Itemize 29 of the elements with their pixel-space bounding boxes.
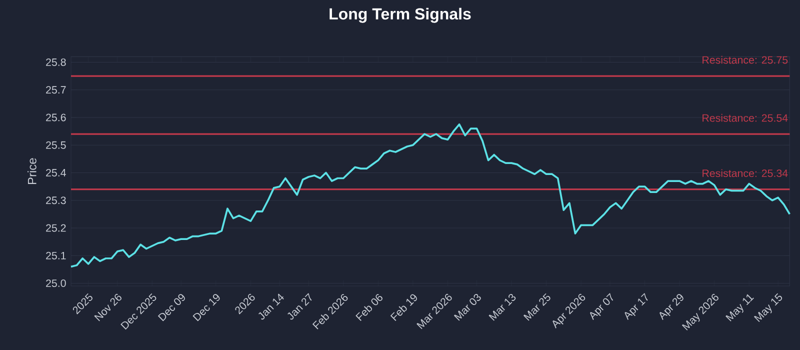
x-tick-label: Dec 09 — [158, 294, 185, 322]
y-tick-label: 25.5 — [46, 141, 66, 149]
y-tick-label: 25.3 — [46, 196, 66, 204]
ref-line-label: Resistance: 25.75 — [702, 56, 788, 64]
x-tick-label: Jan 27 — [288, 293, 312, 320]
y-tick-label: 25.0 — [46, 279, 66, 288]
x-tick-label: Apr 07 — [590, 293, 614, 320]
x-tick-label: May 15 — [754, 293, 782, 322]
x-tick-label: Mar 25 — [523, 293, 550, 321]
x-tick-label: Mar 03 — [454, 294, 481, 321]
x-tick-label: Mar 13 — [488, 294, 516, 321]
x-tick-label: May 11 — [726, 294, 754, 322]
x-tick-label: Jan 14 — [258, 294, 284, 320]
x-tick-label: Nov 26 — [94, 294, 122, 322]
y-tick-label: 25.6 — [46, 114, 66, 122]
y-tick-label: 25.2 — [46, 224, 66, 232]
x-tick-label: Dec 19 — [192, 294, 220, 322]
y-tick-label: 25.1 — [46, 252, 66, 260]
y-axis-title: Price — [28, 158, 36, 184]
y-tick-label: 25.7 — [46, 86, 66, 94]
x-tick-label: Apr 29 — [660, 294, 684, 320]
x-tick-label: Feb 06 — [356, 294, 382, 321]
ref-line-label: Resistance: 25.54 — [702, 114, 788, 122]
x-tick-label: Feb 19 — [390, 294, 417, 321]
chart-title: Long Term Signals — [330, 8, 471, 23]
ref-line-label: Resistance: 25.34 — [702, 169, 788, 178]
y-tick-label: 25.4 — [46, 168, 66, 176]
x-tick-label: Apr 17 — [624, 293, 648, 320]
y-tick-label: 25.8 — [46, 58, 66, 66]
